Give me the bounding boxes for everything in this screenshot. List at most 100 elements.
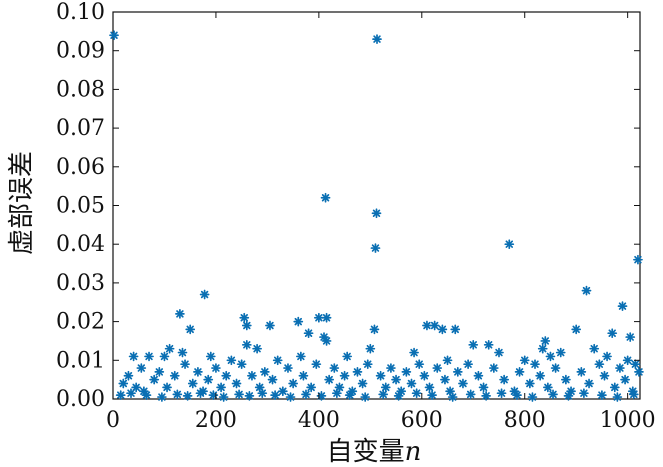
data-point bbox=[499, 374, 509, 385]
data-point bbox=[205, 351, 216, 362]
data-point bbox=[301, 389, 311, 400]
y-tick-label: 0.02 bbox=[56, 310, 105, 335]
data-point bbox=[579, 388, 589, 399]
data-point bbox=[488, 363, 499, 373]
data-point bbox=[371, 208, 382, 219]
data-point bbox=[185, 324, 196, 335]
data-point bbox=[468, 339, 479, 350]
data-point bbox=[126, 388, 136, 399]
data-point bbox=[386, 363, 396, 373]
data-point bbox=[504, 239, 515, 250]
data-point bbox=[141, 390, 152, 400]
data-point bbox=[406, 378, 417, 389]
data-point bbox=[296, 351, 306, 362]
data-point bbox=[195, 388, 206, 399]
x-tick-label: 400 bbox=[298, 408, 340, 433]
y-tick-label: 0.01 bbox=[56, 348, 105, 373]
data-point bbox=[409, 347, 419, 358]
data-point bbox=[594, 359, 605, 370]
data-point bbox=[203, 374, 214, 385]
data-point bbox=[422, 320, 432, 331]
data-point bbox=[115, 390, 126, 400]
data-point bbox=[615, 363, 625, 373]
data-point bbox=[473, 370, 484, 381]
data-point bbox=[512, 390, 522, 400]
data-point bbox=[234, 389, 244, 400]
data-point bbox=[362, 359, 373, 370]
data-point bbox=[162, 382, 172, 393]
x-tick-label: 200 bbox=[195, 408, 237, 433]
data-point bbox=[164, 343, 175, 354]
data-point bbox=[365, 343, 376, 354]
data-point bbox=[244, 391, 255, 401]
data-point bbox=[311, 359, 322, 370]
data-point bbox=[540, 336, 551, 346]
data-point bbox=[372, 34, 382, 44]
data-point bbox=[239, 312, 250, 323]
data-point bbox=[581, 285, 592, 296]
data-point bbox=[584, 378, 594, 389]
data-point bbox=[288, 378, 298, 389]
data-point bbox=[393, 391, 404, 401]
x-tick-label: 800 bbox=[504, 408, 546, 433]
data-point bbox=[257, 388, 268, 399]
y-axis-ticks: 0.00 0.01 0.02 0.03 0.04 0.05 0.06 0.07 0.08 0.09… bbox=[56, 0, 640, 412]
data-point bbox=[144, 351, 154, 362]
data-point bbox=[221, 370, 232, 381]
x-axis-label-text: 自变量 bbox=[327, 437, 405, 467]
data-point bbox=[561, 374, 571, 385]
data-point bbox=[576, 367, 587, 377]
y-tick-label: 0.03 bbox=[56, 271, 105, 296]
data-point bbox=[241, 320, 252, 331]
data-point bbox=[628, 389, 639, 400]
data-point bbox=[463, 359, 473, 370]
data-point bbox=[378, 389, 389, 400]
data-point bbox=[442, 355, 453, 366]
data-point bbox=[555, 347, 566, 358]
data-point bbox=[360, 392, 371, 402]
data-point bbox=[109, 30, 119, 41]
data-point bbox=[424, 382, 435, 393]
data-point bbox=[259, 367, 270, 377]
data-point bbox=[226, 355, 237, 366]
data-point bbox=[465, 389, 476, 400]
data-point bbox=[270, 390, 280, 400]
data-point bbox=[231, 378, 242, 389]
data-point bbox=[514, 367, 525, 377]
data-point bbox=[187, 378, 198, 389]
data-point bbox=[432, 363, 443, 373]
data-point bbox=[159, 351, 170, 362]
data-point bbox=[375, 370, 386, 381]
data-point bbox=[131, 382, 142, 393]
data-point bbox=[633, 254, 643, 265]
data-point bbox=[617, 301, 628, 311]
data-point bbox=[571, 324, 582, 335]
data-point bbox=[344, 390, 355, 400]
data-point bbox=[321, 312, 332, 323]
data-point bbox=[607, 328, 618, 339]
data-point bbox=[447, 392, 458, 402]
data-point bbox=[128, 351, 139, 362]
data-point bbox=[411, 388, 422, 399]
data-point bbox=[265, 320, 275, 331]
data-point bbox=[236, 359, 247, 370]
data-point bbox=[157, 392, 167, 402]
data-point bbox=[589, 343, 600, 354]
data-point bbox=[550, 363, 561, 373]
data-point bbox=[175, 309, 185, 319]
data-point bbox=[324, 374, 334, 385]
data-points bbox=[109, 30, 644, 402]
data-point bbox=[543, 382, 553, 393]
data-point bbox=[303, 328, 314, 339]
data-point bbox=[357, 378, 368, 389]
data-point bbox=[352, 367, 363, 377]
y-axis-label: 虚部误差 bbox=[7, 151, 37, 255]
data-point bbox=[182, 391, 193, 401]
y-tick-label: 0.08 bbox=[56, 77, 105, 102]
data-point bbox=[370, 243, 381, 253]
data-point bbox=[429, 320, 440, 331]
data-point bbox=[332, 388, 342, 399]
data-point bbox=[193, 367, 203, 377]
y-tick-label: 0.07 bbox=[56, 116, 105, 141]
